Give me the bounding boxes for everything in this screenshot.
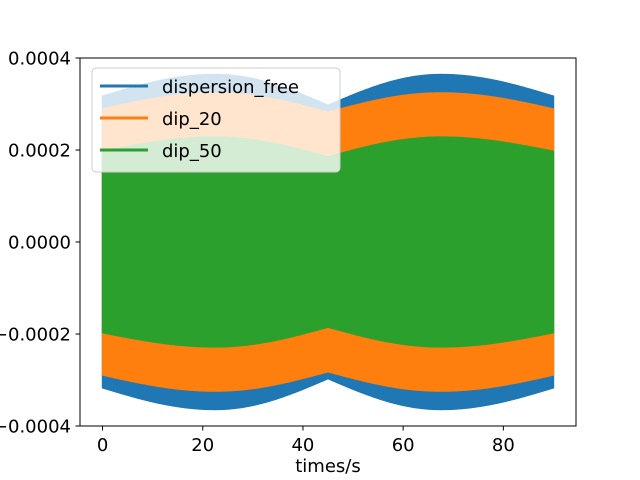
y-tick-label: −0.0004 — [0, 417, 71, 438]
axes: 0 20 40 60 80 −0.0004 −0.0002 0.0000 0.0002 0.000… — [0, 49, 577, 456]
legend-label-dip_20: dip_20 — [162, 109, 222, 130]
x-tick-label: 60 — [392, 435, 415, 456]
x-tick-label: 0 — [97, 435, 108, 456]
y-tick-label: 0.0004 — [8, 49, 71, 70]
legend-box — [91, 67, 341, 173]
x-tick-label: 20 — [191, 435, 214, 456]
x-axis-label: times/s — [295, 456, 361, 477]
legend-label-dip_50: dip_50 — [162, 141, 222, 162]
x-tick-label: 40 — [291, 435, 314, 456]
x-tick-label: 80 — [492, 435, 515, 456]
legend-label-dispersion_free: dispersion_free — [162, 77, 299, 98]
legend: dispersion_free dip_20 dip_50 — [91, 67, 341, 173]
y-tick-label: −0.0002 — [0, 325, 71, 346]
y-tick-label: 0.0002 — [8, 141, 71, 162]
y-tick-label: 0.0000 — [8, 233, 71, 254]
